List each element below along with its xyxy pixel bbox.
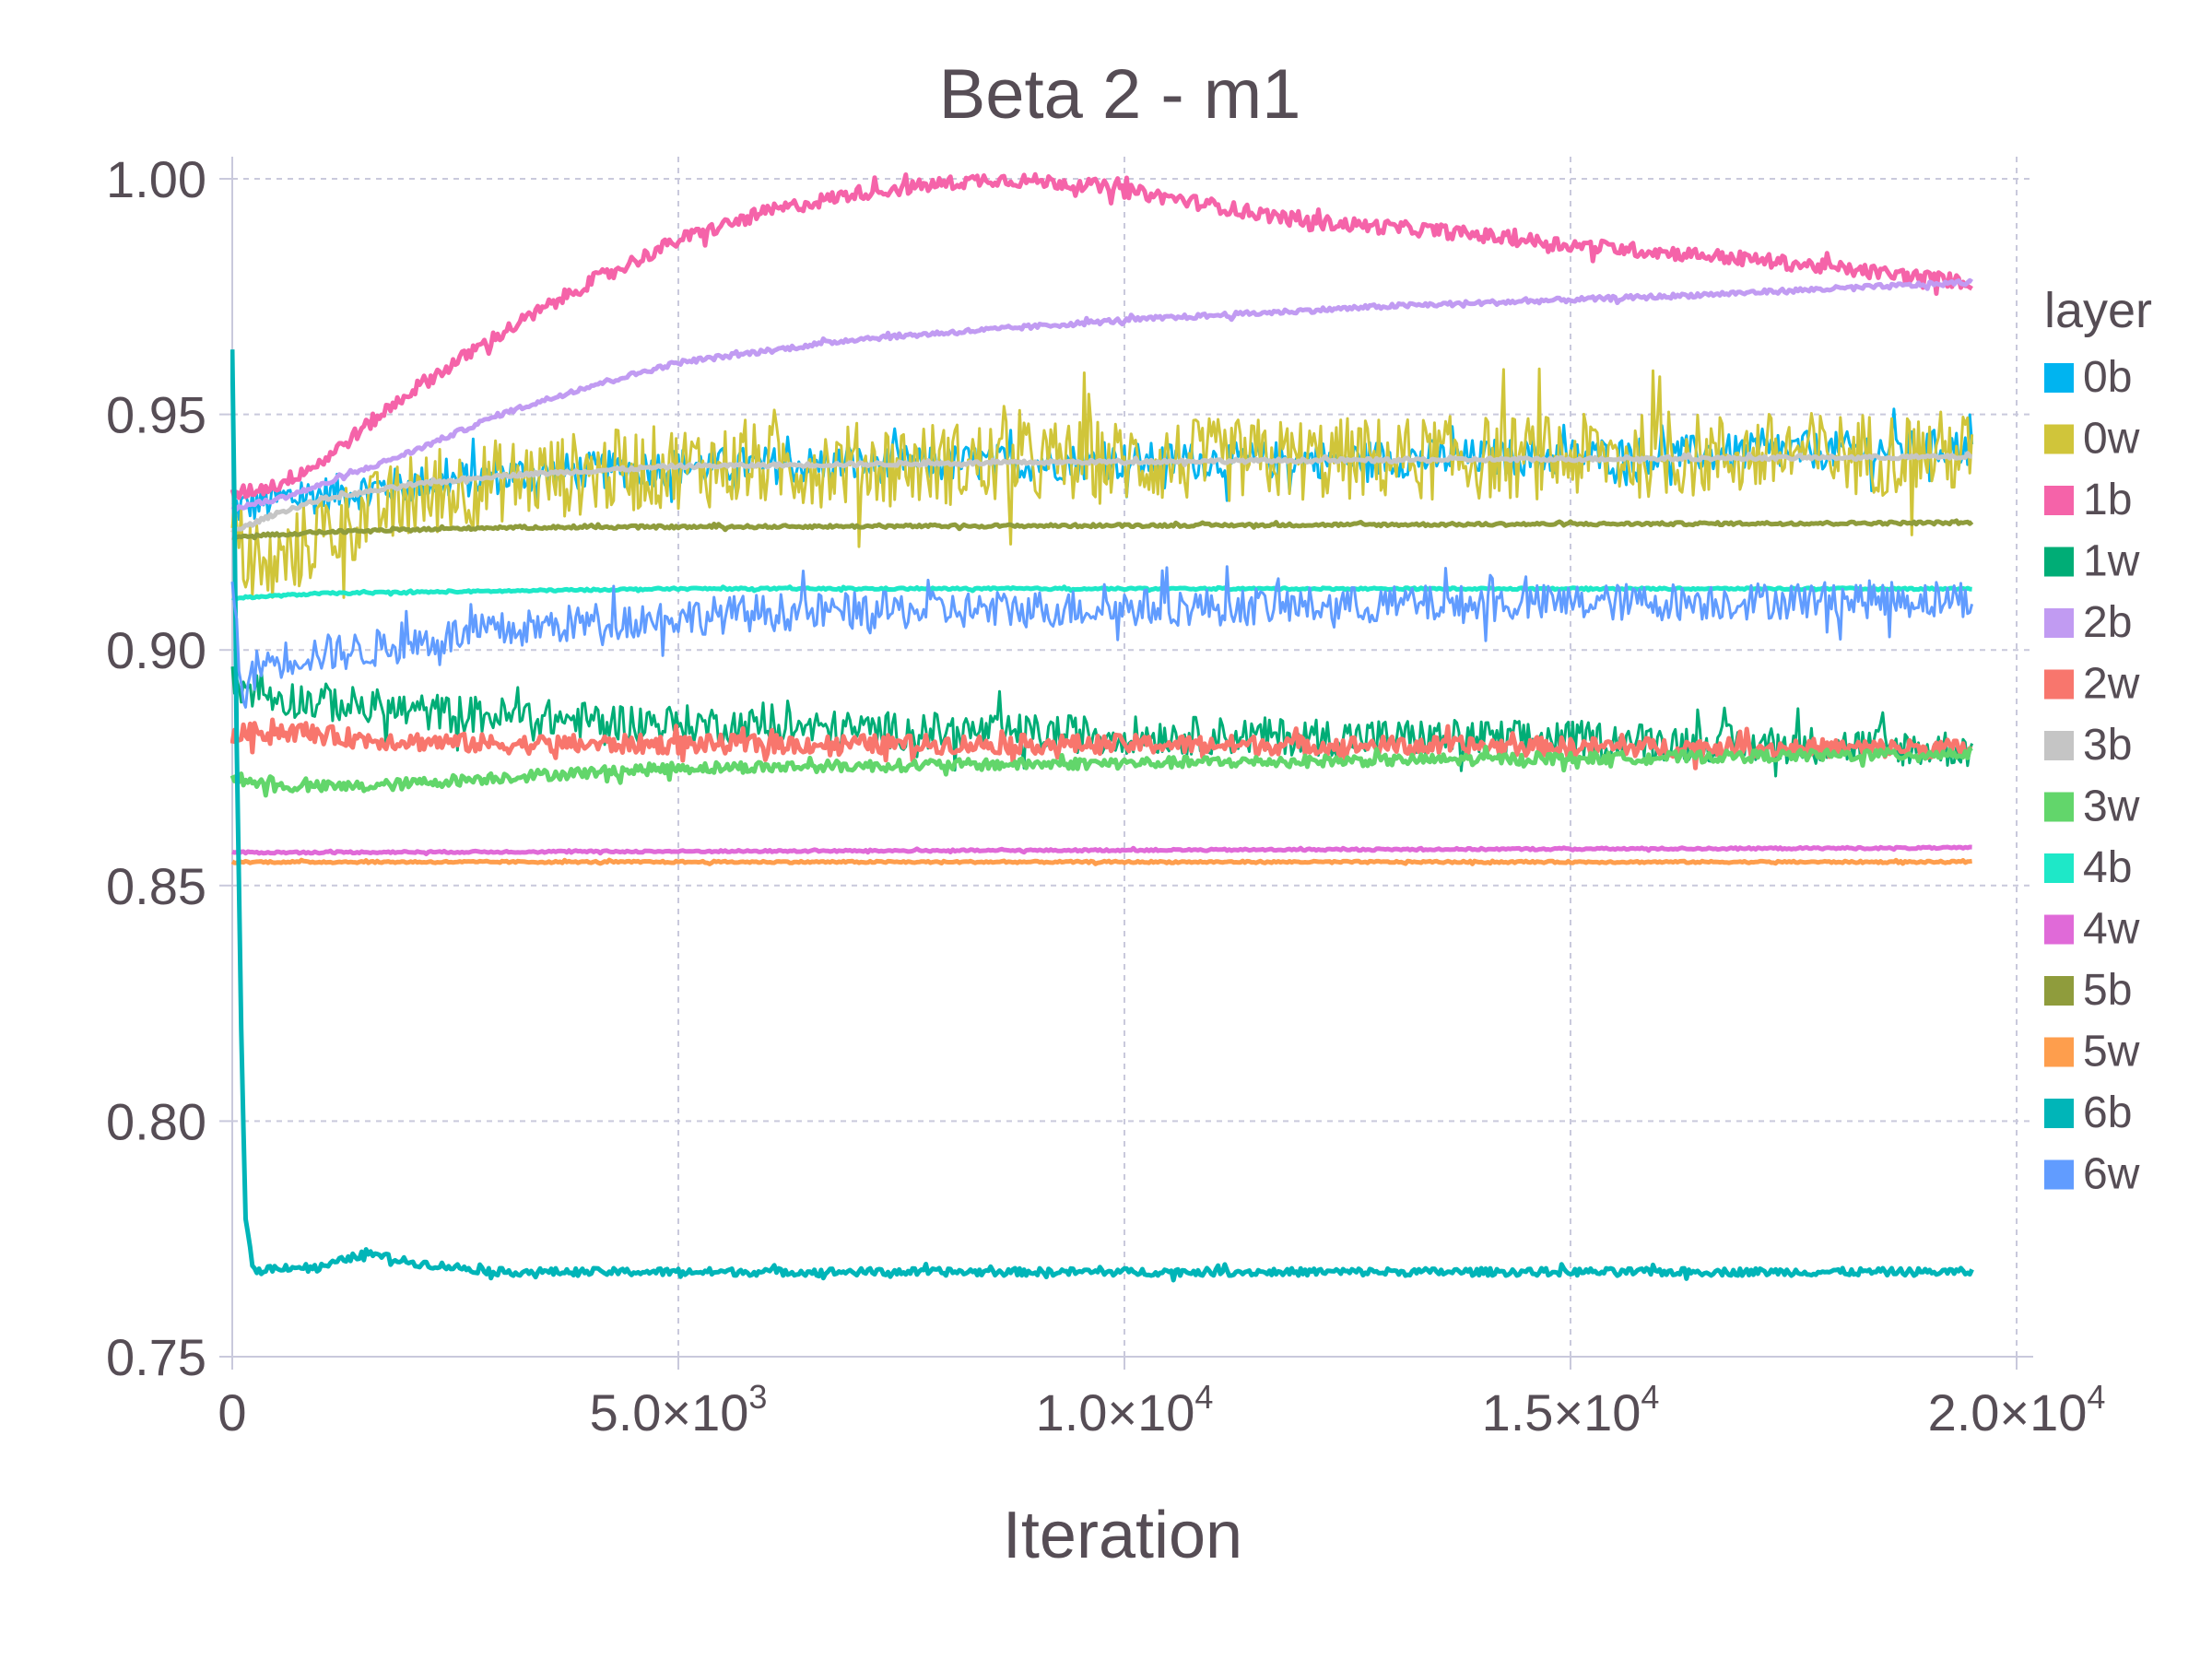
x-tick-label-3: 1.5×104 bbox=[1482, 1378, 1660, 1441]
series-line-0w bbox=[230, 367, 1974, 599]
x-tick-label-2: 1.0×104 bbox=[1036, 1378, 1214, 1441]
x-axis-ticks: 0 5.0×103 1.0×104 1.5×104 2.0×104 bbox=[218, 1357, 2105, 1441]
legend-label-0b: 0b bbox=[2083, 353, 2132, 402]
legend-label-1b: 1b bbox=[2083, 476, 2132, 524]
legend-label-6b: 6b bbox=[2083, 1088, 2132, 1137]
legend-swatch-4w bbox=[2044, 914, 2074, 945]
x-tick-label-0: 0 bbox=[218, 1383, 246, 1441]
legend-swatch-2w bbox=[2044, 669, 2074, 700]
series-line-2b bbox=[230, 277, 1973, 512]
x-tick-label-4: 2.0×104 bbox=[1928, 1378, 2106, 1441]
x-axis-label: Iteration bbox=[1003, 1499, 1242, 1572]
legend-swatch-1b bbox=[2044, 486, 2074, 515]
legend-label-5b: 5b bbox=[2083, 966, 2132, 1015]
y-tick-label-0: 0.75 bbox=[106, 1328, 206, 1386]
y-tick-label-5: 1.00 bbox=[106, 150, 206, 208]
legend-swatch-0w bbox=[2044, 424, 2074, 454]
legend-title: layer bbox=[2044, 283, 2152, 338]
legend-swatch-4b bbox=[2044, 853, 2074, 883]
legend-label-6w: 6w bbox=[2083, 1150, 2140, 1199]
y-axis-ticks: 0.75 0.80 0.85 0.90 0.95 1.00 bbox=[106, 150, 232, 1386]
legend-swatch-6b bbox=[2044, 1099, 2074, 1128]
legend-label-3w: 3w bbox=[2083, 782, 2140, 831]
legend-label-4b: 4b bbox=[2083, 843, 2132, 892]
legend-label-5w: 5w bbox=[2083, 1028, 2140, 1077]
legend-label-1w: 1w bbox=[2083, 537, 2140, 586]
legend-label-2w: 2w bbox=[2083, 660, 2140, 709]
series-line-5w bbox=[230, 857, 1972, 866]
series-line-4w bbox=[231, 844, 1972, 856]
chart-title: Beta 2 - m1 bbox=[939, 55, 1301, 134]
legend-swatch-1w bbox=[2044, 547, 2074, 577]
legend-swatch-6w bbox=[2044, 1159, 2074, 1190]
series-line-1b bbox=[230, 171, 1973, 500]
series-line-6b bbox=[230, 349, 1974, 1283]
legend-swatch-5w bbox=[2044, 1037, 2074, 1067]
legend-swatch-5b bbox=[2044, 976, 2074, 1006]
legend-swatch-0b bbox=[2044, 363, 2074, 393]
legend-label-0w: 0w bbox=[2083, 415, 2140, 464]
series-line-3b bbox=[230, 451, 1973, 535]
series-line-6w bbox=[230, 565, 1974, 709]
y-tick-label-2: 0.85 bbox=[106, 857, 206, 915]
legend-swatch-3w bbox=[2044, 792, 2074, 822]
legend-swatch-3b bbox=[2044, 731, 2074, 760]
x-tick-label-1: 5.0×103 bbox=[590, 1378, 768, 1441]
series-line-3w bbox=[230, 745, 1973, 798]
series-line-5b bbox=[231, 518, 1974, 541]
legend-label-3b: 3b bbox=[2083, 721, 2132, 770]
legend-label-4w: 4w bbox=[2083, 905, 2140, 954]
series-lines bbox=[230, 171, 1974, 1283]
legend: 0b 0w 1b 1w 2b 2w 3b 3w 4b 4w 5b 5w 6b 6w bbox=[2044, 353, 2140, 1199]
y-tick-label-3: 0.90 bbox=[106, 621, 206, 679]
y-tick-label-1: 0.80 bbox=[106, 1092, 206, 1150]
y-tick-label-4: 0.95 bbox=[106, 386, 206, 444]
legend-label-2b: 2b bbox=[2083, 598, 2132, 647]
legend-swatch-2b bbox=[2044, 608, 2074, 638]
